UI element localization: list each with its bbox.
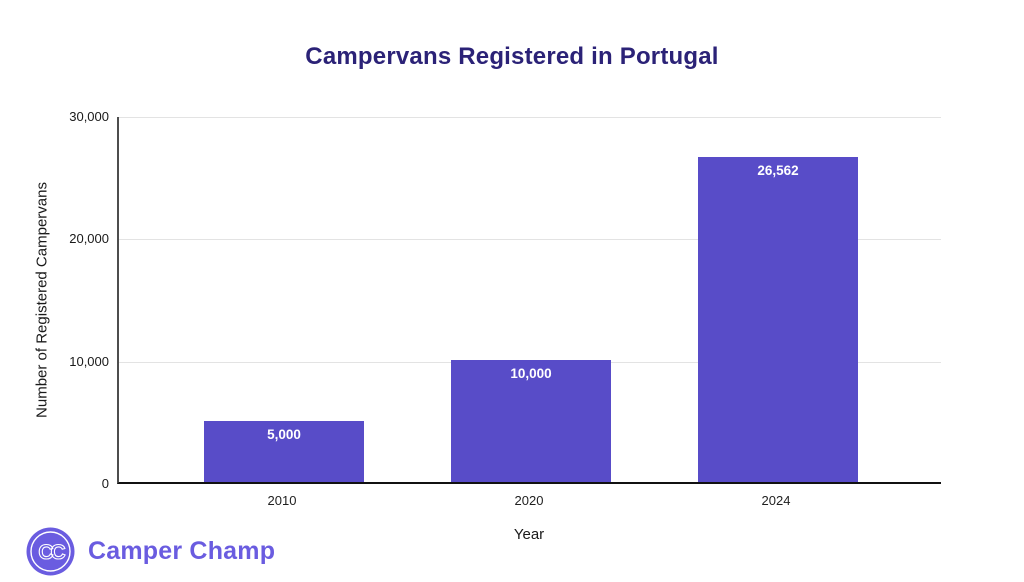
cc-monogram: CC bbox=[38, 541, 65, 564]
bar-2020: 10,000 bbox=[451, 360, 611, 482]
bar-value-label: 5,000 bbox=[267, 427, 301, 442]
x-axis-title: Year bbox=[513, 526, 545, 543]
y-axis-title: Number of Registered Campervans bbox=[33, 182, 51, 418]
gridline bbox=[119, 117, 941, 118]
x-tick-label: 2020 bbox=[514, 493, 544, 508]
brand-logo: CC Camper Champ bbox=[26, 527, 275, 576]
plot-area: 5,000 10,000 26,562 bbox=[117, 117, 941, 484]
bar-value-label: 26,562 bbox=[757, 163, 799, 178]
y-tick-label: 20,000 bbox=[69, 231, 109, 246]
camper-champ-cc-icon: CC bbox=[26, 527, 75, 576]
chart-title: Campervans Registered in Portugal bbox=[305, 43, 719, 70]
y-tick-label: 0 bbox=[101, 476, 109, 491]
brand-name: Camper Champ bbox=[88, 537, 276, 565]
y-tick-label: 30,000 bbox=[69, 109, 109, 124]
bar-2024: 26,562 bbox=[698, 157, 858, 482]
bar-2010: 5,000 bbox=[204, 421, 364, 482]
gridline bbox=[119, 239, 941, 240]
x-tick-label: 2010 bbox=[267, 493, 297, 508]
x-tick-label: 2024 bbox=[761, 493, 791, 508]
bar-value-label: 10,000 bbox=[510, 366, 552, 381]
y-tick-label: 10,000 bbox=[69, 354, 109, 369]
